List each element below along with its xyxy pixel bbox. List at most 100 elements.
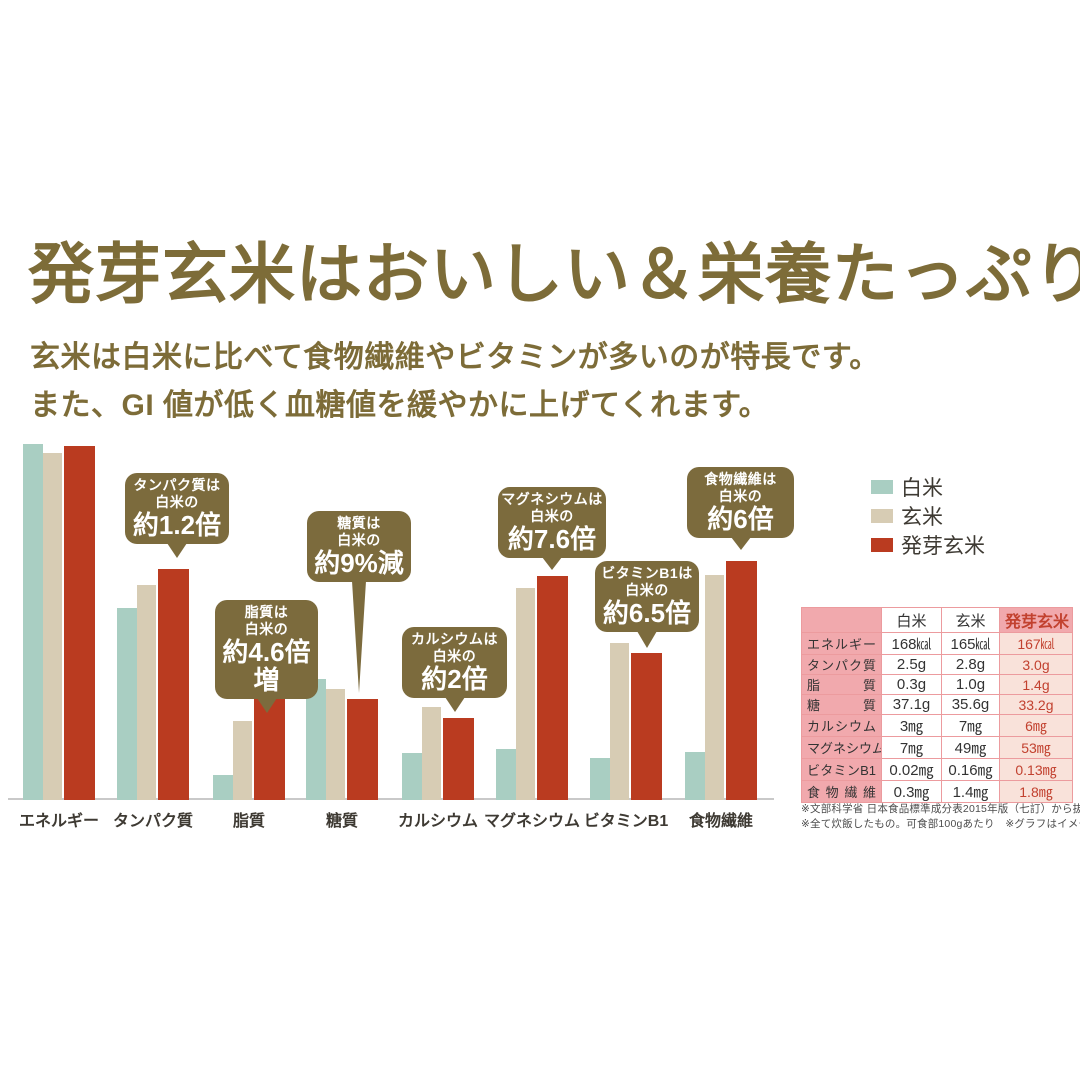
- legend-item-0: 白米: [871, 476, 985, 500]
- legend-label: 発芽玄米: [901, 535, 985, 558]
- callout-text: 白米の: [337, 532, 381, 548]
- table-row-label: エネルギー: [801, 632, 882, 655]
- table-cell: 35.6g: [941, 694, 1000, 715]
- callout-text: タンパク質は: [133, 477, 221, 493]
- x-axis-label: 食物繊維: [688, 813, 754, 830]
- bar-brown-rice-0: [43, 453, 62, 800]
- bar-brown-rice-5: [516, 588, 535, 800]
- table-header-row: 白米 玄米 発芽玄米: [801, 607, 1073, 633]
- bar-germinated-brown-rice-3: [347, 699, 378, 800]
- table-row: エネルギー 168㎉ 165㎉ 167㎉: [801, 632, 1073, 655]
- bar-germinated-brown-rice-1: [158, 569, 189, 800]
- table-cell: 6㎎: [999, 714, 1073, 737]
- table-header-cell: 玄米: [941, 607, 1000, 633]
- table-row: カルシウム 3㎎ 7㎎ 6㎎: [801, 714, 1073, 737]
- callout-bubble-3: カルシウムは 白米の 約2倍: [402, 627, 507, 712]
- table-cell: 1.4㎎: [941, 780, 1000, 803]
- legend-item-1: 玄米: [871, 505, 985, 529]
- table-cell: 168㎉: [881, 632, 942, 655]
- table-body: エネルギー 168㎉ 165㎉ 167㎉ タンパク質 2.5g 2.8g 3.0g 脂 質 0.3…: [801, 632, 1073, 803]
- bar-white-rice-3: [306, 679, 326, 800]
- bar-germinated-brown-rice-4: [443, 718, 474, 800]
- callout-text: 糖質は: [337, 515, 381, 531]
- bar-germinated-brown-rice-5: [537, 576, 568, 800]
- callout-bubble-5: ビタミンB1は 白米の 約6.5倍: [595, 561, 699, 648]
- bar-white-rice-5: [496, 749, 516, 800]
- table-cell: 0.16㎎: [941, 758, 1000, 781]
- legend-item-2: 発芽玄米: [871, 534, 985, 558]
- callout-text: 約7.6倍: [507, 524, 597, 554]
- legend-swatch: [871, 480, 893, 494]
- bar-white-rice-6: [590, 758, 610, 800]
- bar-white-rice-0: [23, 444, 43, 800]
- table-cell: 7㎎: [941, 714, 1000, 737]
- bar-white-rice-4: [402, 753, 422, 800]
- callout-text: ビタミンB1は: [601, 565, 693, 581]
- table-cell: 0.13㎎: [999, 758, 1073, 781]
- table-row-label: 脂 質: [801, 674, 882, 695]
- table-row-label: マグネシウム: [801, 736, 882, 759]
- table-cell: 0.3g: [881, 674, 942, 695]
- x-axis-line: [8, 798, 774, 800]
- callout-text: 白米の: [155, 494, 199, 510]
- table-row-label: ビタミンB1: [801, 758, 882, 781]
- callout-tail: [637, 631, 657, 648]
- subtitle-line-1: 玄米は白米に比べて食物繊維やビタミンが多いのが特長です。: [30, 341, 880, 374]
- table-cell: 2.8g: [941, 654, 1000, 675]
- callout-tail: [167, 543, 187, 558]
- table-row: ビタミンB1 0.02㎎ 0.16㎎ 0.13㎎: [801, 758, 1073, 781]
- table-cell: 49㎎: [941, 736, 1000, 759]
- x-axis-label: タンパク質: [112, 813, 194, 830]
- callout-text: 約6.5倍: [602, 598, 692, 628]
- x-axis-label: ビタミンB1: [583, 813, 669, 830]
- bar-brown-rice-3: [326, 689, 345, 800]
- bar-brown-rice-2: [233, 721, 252, 800]
- callout-bubble-6: 食物繊維は 白米の 約6倍: [687, 467, 794, 550]
- table-cell: 1.8㎎: [999, 780, 1073, 803]
- table-cell: 1.0g: [941, 674, 1000, 695]
- subtitle-line-2: また、GI 値が低く血糖値を緩やかに上げてくれます。: [30, 389, 770, 422]
- callout-text: 約6倍: [707, 504, 774, 534]
- table-cell: 33.2g: [999, 694, 1073, 715]
- legend-swatch: [871, 538, 893, 552]
- x-axis-label: 糖質: [325, 813, 359, 830]
- callout-bubble-1: 脂質は 白米の 約4.6倍増: [215, 600, 318, 713]
- table-cell: 53㎎: [999, 736, 1073, 759]
- table-cell: 3㎎: [881, 714, 942, 737]
- callout-text: 白米の: [625, 582, 669, 598]
- table-cell: 0.3㎎: [881, 780, 942, 803]
- table-cell: 167㎉: [999, 632, 1073, 655]
- table-row-label: 糖 質: [801, 694, 882, 715]
- table-cell: 7㎎: [881, 736, 942, 759]
- callout-tail: [352, 581, 366, 693]
- table-header-cell: 白米: [881, 607, 942, 633]
- bar-brown-rice-7: [705, 575, 724, 800]
- callout-tail: [256, 698, 277, 713]
- callout-text: 白米の: [718, 488, 763, 504]
- table-cell: 37.1g: [881, 694, 942, 715]
- footnote-line-2: ※全て炊飯したもの。可食部100gあたり ※グラフはイメージです。: [801, 818, 1080, 830]
- bar-white-rice-1: [117, 608, 137, 800]
- callout-text: 脂質は: [244, 604, 289, 620]
- x-axis-label: エネルギー: [18, 813, 100, 830]
- callout-text: 約2倍: [421, 664, 488, 694]
- callout-bubble-2: 糖質は 白米の 約9%減: [307, 511, 411, 693]
- table-cell: 0.02㎎: [881, 758, 942, 781]
- table-row-label: 食物繊維: [801, 780, 882, 803]
- table-row: マグネシウム 7㎎ 49㎎ 53㎎: [801, 736, 1073, 759]
- table-cell: 1.4g: [999, 674, 1073, 695]
- bar-white-rice-7: [685, 752, 705, 800]
- x-axis-label: カルシウム: [397, 813, 479, 830]
- callout-tail: [444, 697, 465, 712]
- nutrition-table: 白米 玄米 発芽玄米 エネルギー 168㎉ 165㎉ 167㎉ タンパク質 2.5g 2.8g 3.…: [801, 607, 1073, 803]
- table-row: 脂 質 0.3g 1.0g 1.4g: [801, 674, 1073, 695]
- table-row: 糖 質 37.1g 35.6g 33.2g: [801, 694, 1073, 715]
- table-head: 白米 玄米 発芽玄米: [801, 607, 1073, 633]
- callout-text: 白米の: [530, 508, 574, 524]
- callout-text: 白米の: [432, 648, 477, 664]
- footnote-line-1: ※文部科学省 日本食品標準成分表2015年版（七訂）から抜粋。: [801, 803, 1080, 815]
- callout-bubble-0: タンパク質は 白米の 約1.2倍: [125, 473, 229, 558]
- bar-germinated-brown-rice-7: [726, 561, 757, 800]
